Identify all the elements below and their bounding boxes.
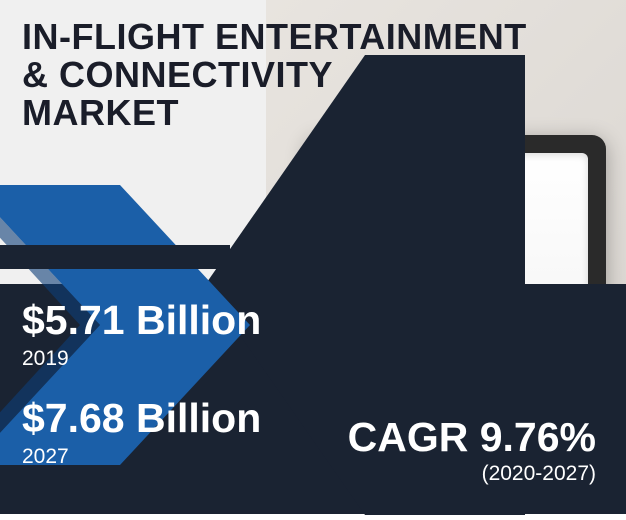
- cagr-value: CAGR 9.76%: [348, 417, 596, 458]
- stat-2019-block: $5.71 Billion 2019: [22, 300, 261, 371]
- horizontal-accent-bar: [0, 245, 230, 269]
- stat-2027-block: $7.68 Billion 2027: [22, 398, 261, 469]
- title-line-2: & CONNECTIVITY: [22, 54, 333, 95]
- page-title: IN-FLIGHT ENTERTAINMENT & CONNECTIVITY M…: [22, 18, 527, 131]
- title-line-1: IN-FLIGHT ENTERTAINMENT: [22, 16, 527, 57]
- stat-2027-year: 2027: [22, 445, 261, 469]
- infographic-container: IN-FLIGHT ENTERTAINMENT & CONNECTIVITY M…: [0, 0, 626, 514]
- stat-2019-value: $5.71 Billion: [22, 300, 261, 341]
- cagr-period: (2020-2027): [348, 462, 596, 486]
- title-line-3: MARKET: [22, 92, 179, 133]
- stat-2019-year: 2019: [22, 347, 261, 371]
- stat-2027-value: $7.68 Billion: [22, 398, 261, 439]
- cagr-block: CAGR 9.76% (2020-2027): [348, 417, 596, 486]
